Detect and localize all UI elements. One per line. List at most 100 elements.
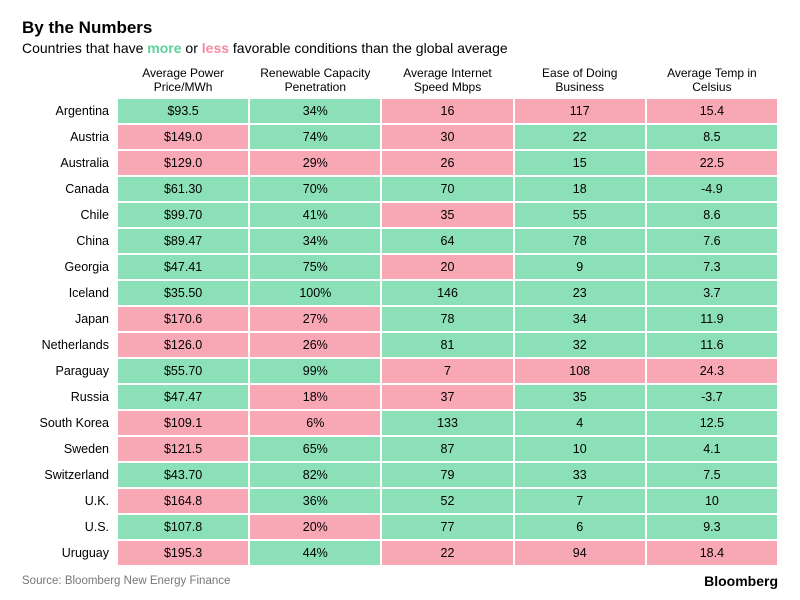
col-header: Average Temp in Celsius <box>646 66 778 95</box>
table-row: Russia$47.4718%3735-3.7 <box>22 385 778 409</box>
table-row: U.K.$164.836%52710 <box>22 489 778 513</box>
data-cell: 37 <box>382 385 512 409</box>
country-label: Switzerland <box>22 463 117 487</box>
data-cell: 35 <box>515 385 645 409</box>
data-cell: $121.5 <box>118 437 248 461</box>
data-cell: 3.7 <box>647 281 777 305</box>
data-cell: -4.9 <box>647 177 777 201</box>
data-cell: 32 <box>515 333 645 357</box>
subtitle-more: more <box>147 40 181 56</box>
table-row: Netherlands$126.026%813211.6 <box>22 333 778 357</box>
data-cell: 15 <box>515 151 645 175</box>
subtitle-prefix: Countries that have <box>22 40 147 56</box>
data-cell: 4.1 <box>647 437 777 461</box>
country-label: Georgia <box>22 255 117 279</box>
data-cell: 34% <box>250 229 380 253</box>
country-label: Austria <box>22 125 117 149</box>
data-cell: $47.41 <box>118 255 248 279</box>
data-cell: $55.70 <box>118 359 248 383</box>
table-row: Australia$129.029%261522.5 <box>22 151 778 175</box>
table-row: Paraguay$55.7099%710824.3 <box>22 359 778 383</box>
data-cell: 108 <box>515 359 645 383</box>
data-cell: 24.3 <box>647 359 777 383</box>
data-cell: $99.70 <box>118 203 248 227</box>
table-row: Georgia$47.4175%2097.3 <box>22 255 778 279</box>
table-row: Uruguay$195.344%229418.4 <box>22 541 778 565</box>
data-cell: $61.30 <box>118 177 248 201</box>
data-cell: $164.8 <box>118 489 248 513</box>
col-header: Renewable Capacity Penetration <box>249 66 381 95</box>
country-label: Russia <box>22 385 117 409</box>
data-cell: $170.6 <box>118 307 248 331</box>
table-row: U.S.$107.820%7769.3 <box>22 515 778 539</box>
data-cell: 9 <box>515 255 645 279</box>
table-row: Canada$61.3070%7018-4.9 <box>22 177 778 201</box>
data-cell: 77 <box>382 515 512 539</box>
data-cell: 27% <box>250 307 380 331</box>
data-cell: $89.47 <box>118 229 248 253</box>
chart-title: By the Numbers <box>22 18 778 38</box>
data-cell: 74% <box>250 125 380 149</box>
country-label: Argentina <box>22 99 117 123</box>
data-cell: 7.3 <box>647 255 777 279</box>
country-label: Japan <box>22 307 117 331</box>
data-cell: 35 <box>382 203 512 227</box>
footer: Source: Bloomberg New Energy Finance Blo… <box>22 573 778 589</box>
subtitle-mid: or <box>182 40 202 56</box>
data-cell: 87 <box>382 437 512 461</box>
table-body: Argentina$93.534%1611715.4Austria$149.07… <box>22 99 778 565</box>
data-cell: 26% <box>250 333 380 357</box>
country-label: U.S. <box>22 515 117 539</box>
country-label: Paraguay <box>22 359 117 383</box>
data-cell: 41% <box>250 203 380 227</box>
data-cell: 33 <box>515 463 645 487</box>
table-row: Chile$99.7041%35558.6 <box>22 203 778 227</box>
table-row: Argentina$93.534%1611715.4 <box>22 99 778 123</box>
data-cell: 16 <box>382 99 512 123</box>
data-cell: 146 <box>382 281 512 305</box>
data-cell: 8.6 <box>647 203 777 227</box>
data-table: Average Power Price/MWh Renewable Capaci… <box>22 66 778 565</box>
data-cell: 26 <box>382 151 512 175</box>
data-cell: 55 <box>515 203 645 227</box>
data-cell: 22 <box>515 125 645 149</box>
data-cell: 22 <box>382 541 512 565</box>
data-cell: 18.4 <box>647 541 777 565</box>
data-cell: $109.1 <box>118 411 248 435</box>
country-label: U.K. <box>22 489 117 513</box>
data-cell: 81 <box>382 333 512 357</box>
data-cell: 117 <box>515 99 645 123</box>
data-cell: 70% <box>250 177 380 201</box>
data-cell: 7.5 <box>647 463 777 487</box>
data-cell: $43.70 <box>118 463 248 487</box>
country-label: Sweden <box>22 437 117 461</box>
data-cell: $129.0 <box>118 151 248 175</box>
col-header: Ease of Doing Business <box>514 66 646 95</box>
table-row: Sweden$121.565%87104.1 <box>22 437 778 461</box>
table-header-row: Average Power Price/MWh Renewable Capaci… <box>22 66 778 95</box>
country-label: South Korea <box>22 411 117 435</box>
country-label: China <box>22 229 117 253</box>
data-cell: $93.5 <box>118 99 248 123</box>
data-cell: 133 <box>382 411 512 435</box>
data-cell: 34% <box>250 99 380 123</box>
data-cell: $195.3 <box>118 541 248 565</box>
table-row: China$89.4734%64787.6 <box>22 229 778 253</box>
data-cell: 23 <box>515 281 645 305</box>
data-cell: 70 <box>382 177 512 201</box>
country-label: Iceland <box>22 281 117 305</box>
data-cell: 11.6 <box>647 333 777 357</box>
country-label: Netherlands <box>22 333 117 357</box>
data-cell: 78 <box>515 229 645 253</box>
data-cell: 15.4 <box>647 99 777 123</box>
data-cell: 9.3 <box>647 515 777 539</box>
data-cell: $107.8 <box>118 515 248 539</box>
table-row: South Korea$109.16%133412.5 <box>22 411 778 435</box>
data-cell: 94 <box>515 541 645 565</box>
data-cell: 6 <box>515 515 645 539</box>
data-cell: -3.7 <box>647 385 777 409</box>
data-cell: 8.5 <box>647 125 777 149</box>
data-cell: 10 <box>515 437 645 461</box>
data-cell: 20 <box>382 255 512 279</box>
data-cell: 100% <box>250 281 380 305</box>
